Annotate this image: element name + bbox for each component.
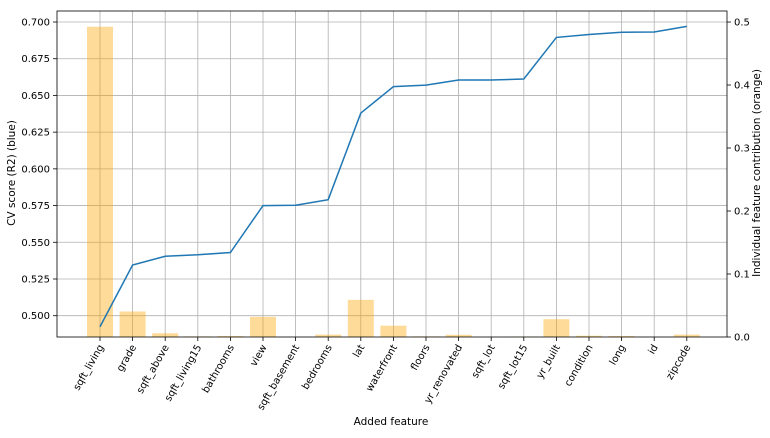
y-axis-left-label: CV score (R2) (blue) [6, 120, 18, 226]
y-right-tick-label: 0.4 [734, 81, 750, 92]
grid [57, 11, 727, 337]
x-tick-label: grade [115, 343, 139, 374]
x-tick-label: sqft_above [135, 343, 172, 396]
y-left-tick-label: 0.700 [21, 18, 50, 29]
x-tick-label: sqft_lot [470, 343, 498, 380]
x-tick-label: floors [409, 343, 432, 373]
y-left-tick-label: 0.600 [21, 164, 50, 175]
x-tick-label: long [608, 343, 628, 367]
x-tick-label: yr_built [535, 343, 563, 381]
y-left-tick-label: 0.575 [21, 201, 50, 212]
bar [380, 326, 406, 337]
x-tick-label: waterfront [364, 343, 400, 394]
x-tick-label: view [249, 343, 270, 368]
y-left-tick-label: 0.550 [21, 238, 50, 249]
x-axis-label: Added feature [354, 416, 429, 428]
x-tick-label: sqft_lot15 [496, 343, 530, 391]
bar [543, 319, 569, 337]
bar [120, 311, 146, 337]
x-tick-label: zipcode [665, 343, 694, 382]
axes: 0.500 0.525 0.550 0.575 0.600 0.625 0.650 0.675… [21, 11, 750, 412]
bar [152, 333, 178, 337]
x-tick-label: sqft_living [72, 343, 107, 392]
y-axis-right-label: Individual feature contribution (orange) [751, 69, 763, 277]
y-left-tick-label: 0.500 [21, 311, 50, 322]
y-left-tick-label: 0.675 [21, 54, 50, 65]
x-tick-label: bedrooms [300, 343, 334, 392]
y-left-tick-label: 0.625 [21, 128, 50, 139]
y-right-tick-label: 0.0 [734, 333, 750, 344]
y-right-tick-label: 0.3 [734, 144, 750, 155]
bar [250, 317, 276, 337]
y-left-tick-label: 0.650 [21, 91, 50, 102]
y-left-tick-label: 0.525 [21, 274, 50, 285]
y-right-tick-label: 0.5 [734, 18, 750, 29]
plot-frame [57, 11, 727, 337]
bar [348, 300, 374, 337]
x-tick-label: id [647, 343, 661, 356]
x-tick-label: bathrooms [201, 343, 237, 395]
x-tick-label: condition [563, 343, 596, 389]
y-right-tick-label: 0.2 [734, 207, 750, 218]
y-right-tick-label: 0.1 [734, 270, 750, 281]
bar [87, 27, 113, 337]
x-tick-label: lat [351, 343, 367, 360]
